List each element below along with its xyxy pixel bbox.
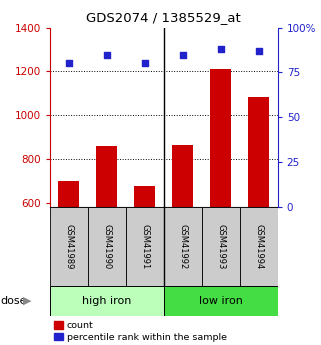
Bar	[202, 207, 240, 286]
Text: GSM41992: GSM41992	[178, 224, 187, 269]
Bar	[58, 181, 79, 207]
Bar	[164, 286, 278, 316]
Text: GDS2074 / 1385529_at: GDS2074 / 1385529_at	[86, 11, 241, 24]
Point	[104, 52, 109, 57]
Point	[66, 61, 71, 66]
Bar	[50, 286, 164, 316]
Bar	[126, 207, 164, 286]
Text: ▶: ▶	[23, 296, 31, 306]
Point	[180, 52, 185, 57]
Bar	[164, 207, 202, 286]
Point	[142, 61, 147, 66]
Text: high iron: high iron	[82, 296, 131, 306]
Text: dose: dose	[0, 296, 27, 306]
Text: low iron: low iron	[199, 296, 243, 306]
Bar	[172, 145, 193, 207]
Text: GSM41994: GSM41994	[254, 224, 263, 269]
Text: GSM41990: GSM41990	[102, 224, 111, 269]
Bar	[210, 69, 231, 207]
Point	[218, 46, 223, 52]
Point	[256, 48, 261, 54]
Legend: count, percentile rank within the sample: count, percentile rank within the sample	[55, 321, 227, 342]
Bar	[248, 97, 269, 207]
Bar	[96, 146, 117, 207]
Bar	[134, 186, 155, 207]
Text: GSM41993: GSM41993	[216, 224, 225, 269]
Text: GSM41989: GSM41989	[64, 224, 73, 269]
Text: GSM41991: GSM41991	[140, 224, 149, 269]
Bar	[240, 207, 278, 286]
Bar	[88, 207, 126, 286]
Bar	[50, 207, 88, 286]
